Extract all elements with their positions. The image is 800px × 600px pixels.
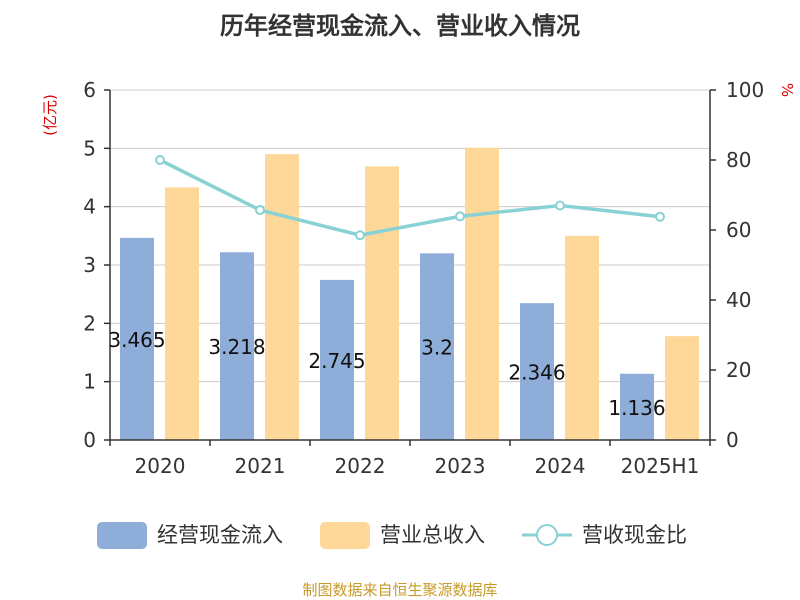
right-tick-label: 20	[726, 358, 751, 382]
right-tick-label: 40	[726, 288, 751, 312]
right-tick-label: 60	[726, 218, 751, 242]
legend-swatch-revenue	[320, 522, 370, 549]
x-tick-label: 2021	[235, 454, 286, 478]
right-axis-label: %	[778, 83, 796, 97]
revenue-bar	[465, 147, 499, 440]
cash-inflow-value-label: 3.218	[208, 335, 265, 359]
ratio-point	[455, 211, 465, 222]
ratio-point	[555, 200, 565, 211]
cash-inflow-value-label: 3.2	[421, 336, 453, 360]
cash-inflow-bar	[320, 279, 354, 440]
left-tick-label: 5	[83, 136, 96, 160]
x-tick-label: 2024	[535, 454, 586, 478]
left-tick-label: 3	[83, 253, 96, 277]
revenue-bar	[265, 154, 299, 440]
x-tick-label: 2023	[435, 454, 486, 478]
chart-title: 历年经营现金流入、营业收入情况	[220, 12, 580, 40]
ratio-point	[155, 155, 165, 165]
grid-lines	[110, 89, 710, 383]
x-tick-label: 2022	[335, 454, 386, 478]
right-tick-label: 80	[726, 148, 751, 172]
bars	[120, 147, 699, 440]
legend-label-revenue: 营业总收入	[380, 523, 485, 547]
ratio-line-path	[159, 158, 661, 238]
legend-label-ratio: 营收现金比	[582, 523, 687, 547]
legend-label-cash-inflow: 经营现金流入	[157, 523, 283, 547]
ratio-point	[655, 211, 665, 222]
cash-inflow-value-label: 3.465	[108, 328, 165, 352]
ratio-point	[355, 230, 365, 241]
revenue-bar	[165, 187, 199, 440]
ratio-point	[255, 205, 265, 216]
left-tick-label: 6	[83, 78, 96, 102]
data-source-footer: 制图数据来自恒生聚源数据库	[302, 581, 498, 599]
left-tick-label: 0	[83, 428, 96, 452]
cash-inflow-bar	[120, 237, 154, 440]
right-tick-label: 0	[726, 428, 739, 452]
legend-swatch-cash-inflow	[97, 522, 147, 549]
cash-inflow-value-label: 2.346	[508, 361, 565, 385]
cash-inflow-value-label: 2.745	[308, 349, 365, 373]
cash-inflow-bar	[220, 252, 254, 440]
left-tick-label: 4	[83, 195, 96, 219]
cash-inflow-bar	[420, 253, 454, 440]
ratio-line	[155, 155, 665, 241]
revenue-bar	[365, 166, 399, 440]
right-tick-label: 100	[726, 78, 764, 102]
left-tick-label: 2	[83, 311, 96, 335]
cash-inflow-value-label: 1.136	[608, 396, 665, 420]
revenue-bar	[665, 336, 699, 440]
legend-swatch-ratio-marker	[536, 524, 558, 546]
x-tick-label: 2020	[135, 454, 186, 478]
revenue-bar	[565, 235, 599, 440]
legend: 经营现金流入 营业总收入 营收现金比	[97, 522, 687, 549]
left-axis-label: (亿元)	[41, 94, 59, 136]
data-labels: 3.465 3.218 2.745 3.2 2.346 1.136	[108, 328, 665, 420]
left-tick-label: 1	[83, 370, 96, 394]
x-tick-label: 2025H1	[621, 454, 700, 478]
cash-inflow-bar	[620, 373, 654, 440]
cash-inflow-bar	[520, 303, 554, 440]
